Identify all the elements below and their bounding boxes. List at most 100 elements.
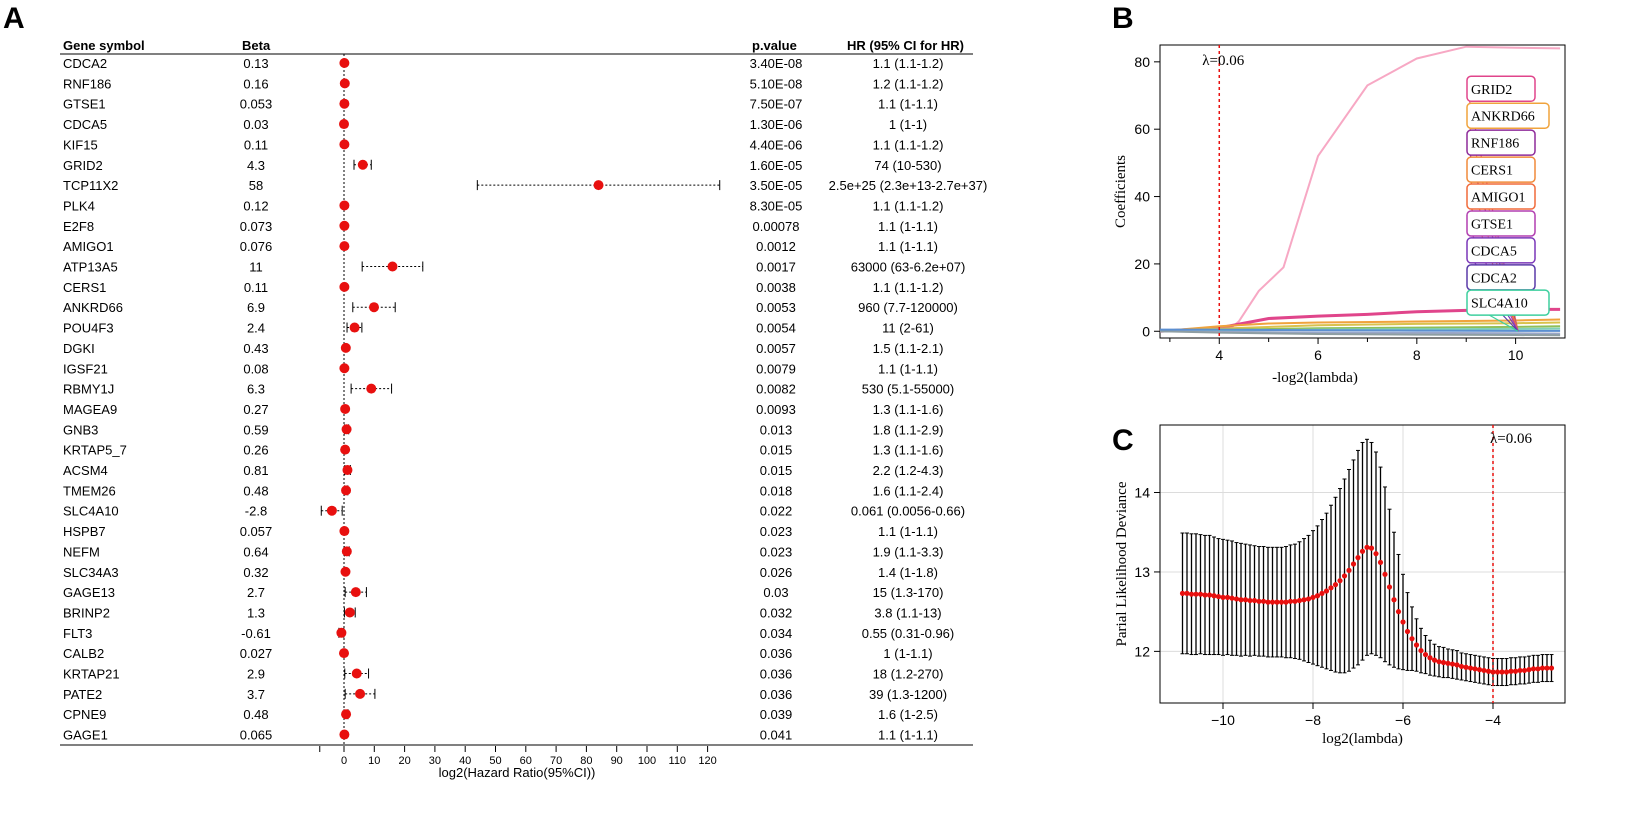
hr-point [336, 627, 347, 638]
forest-row: NEFM 0.64 0.023 1.9 (1.1-3.3) [63, 544, 943, 559]
beta-value: 0.13 [243, 56, 268, 71]
forest-row: GAGE13 2.7 0.03 15 (1.3-170) [63, 585, 943, 600]
deviance-point [1323, 588, 1330, 594]
hr-value: 1 (1-1) [889, 117, 927, 132]
p-value: 0.036 [760, 687, 793, 702]
deviance-point [1265, 599, 1271, 605]
deviance-point [1233, 596, 1240, 602]
hr-value: 1.6 (1.1-2.4) [873, 483, 944, 498]
deviance-point [1436, 659, 1442, 665]
forest-row: BRINP2 1.3 0.032 3.8 (1.1-13) [63, 605, 942, 620]
y-tick-label: 60 [1134, 121, 1150, 137]
deviance-point [1382, 571, 1388, 577]
hr-value: 1.5 (1.1-2.1) [873, 341, 944, 356]
deviance-point [1521, 667, 1528, 674]
p-value: 0.018 [760, 483, 793, 498]
gene-label-text: RNF186 [1471, 137, 1519, 152]
deviance-point [1476, 667, 1483, 673]
deviance-point [1328, 585, 1334, 591]
hr-point [342, 465, 353, 475]
deviance-point [1499, 669, 1505, 675]
p-value: 0.0079 [756, 361, 796, 376]
gene-label: GRID2 [63, 158, 103, 173]
deviance-point [1337, 578, 1343, 584]
deviance-point [1220, 594, 1226, 600]
hr-point [387, 261, 398, 272]
deviance-point [1431, 657, 1438, 663]
deviance-point [1418, 647, 1424, 654]
hr-point [339, 281, 350, 292]
hr-point [339, 729, 350, 740]
p-value: 0.036 [760, 667, 793, 682]
gene-label: E2F8 [63, 219, 94, 234]
deviance-point [1256, 598, 1262, 604]
gene-label-text: SLC4A10 [1471, 297, 1528, 312]
hr-point [339, 200, 350, 211]
beta-value: 0.64 [243, 544, 268, 559]
deviance-point [1427, 655, 1433, 661]
gene-label: TCP11X2 [63, 178, 118, 193]
p-value: 0.0057 [756, 341, 796, 356]
p-value: 0.015 [760, 463, 793, 478]
hr-value: 1.1 (1-1.1) [878, 239, 938, 254]
hr-value: 1.1 (1.1-1.2) [873, 137, 944, 152]
beta-value: 0.057 [240, 524, 273, 539]
x-tick-label: 120 [698, 755, 716, 767]
gene-label-box [1466, 289, 1550, 316]
gene-label: RBMY1J [63, 382, 114, 397]
hr-value: 1.1 (1-1.1) [878, 728, 938, 743]
beta-value: 0.16 [243, 76, 268, 91]
x-tick-label: 8 [1413, 347, 1421, 363]
p-value: 7.50E-07 [750, 97, 803, 112]
hr-value: 1.1 (1.1-1.2) [873, 198, 944, 213]
hr-value: 1.1 (1.1-1.2) [873, 56, 944, 71]
beta-value: 2.4 [247, 321, 265, 336]
p-value: 0.0054 [756, 321, 796, 336]
deviance-point [1188, 591, 1195, 597]
gene-label: FLT3 [63, 626, 92, 641]
gene-label: ATP13A5 [63, 260, 118, 275]
hr-point [326, 505, 337, 516]
hr-point [344, 607, 355, 618]
gene-label-box [1466, 237, 1536, 264]
deviance-point [1346, 567, 1352, 573]
hr-value: 1.1 (1-1.1) [878, 97, 938, 112]
hr-value: 1.2 (1.1-1.2) [873, 76, 944, 91]
p-value: 1.30E-06 [750, 117, 803, 132]
deviance-point [1454, 662, 1460, 668]
p-value: 0.0082 [756, 382, 796, 397]
deviance-point [1395, 609, 1402, 615]
x-tick-label: 10 [1508, 347, 1524, 363]
column-header-gene: Gene symbol [63, 38, 145, 53]
deviance-point [1215, 593, 1222, 600]
x-axis-label: -log2(lambda) [1272, 370, 1358, 386]
deviance-point [1508, 668, 1514, 674]
p-value: 0.00078 [753, 219, 800, 234]
deviance-point [1211, 593, 1217, 599]
gene-label: RNF186 [63, 76, 111, 91]
gene-label: ANKRD66 [63, 300, 123, 315]
forest-row: SLC34A3 0.32 0.026 1.4 (1-1.8) [63, 565, 938, 580]
deviance-point [1485, 668, 1492, 674]
hr-value: 1.4 (1-1.8) [878, 565, 938, 580]
deviance-point [1368, 545, 1375, 551]
gene-label: CPNE9 [63, 707, 106, 722]
deviance-point [1449, 661, 1456, 667]
deviance-point [1206, 592, 1213, 598]
hr-point [340, 566, 351, 577]
lambda-annotation: λ=0.06 [1490, 431, 1532, 447]
forest-row: ACSM4 0.81 0.015 2.2 (1.2-4.3) [63, 463, 943, 478]
hr-point [339, 58, 350, 68]
beta-value: 0.03 [243, 117, 268, 132]
beta-value: 0.43 [243, 341, 268, 356]
deviance-point [1283, 599, 1289, 605]
y-axis-label: Parial Likelihood Deviance [1114, 481, 1130, 646]
beta-value: 0.11 [244, 280, 268, 295]
hr-value: 1.3 (1.1-1.6) [873, 402, 944, 417]
p-value: 3.40E-08 [750, 56, 803, 71]
deviance-point [1229, 595, 1235, 601]
deviance-point [1301, 597, 1307, 603]
forest-row: RNF186 0.16 5.10E-08 1.2 (1.1-1.2) [63, 76, 943, 91]
beta-value: 58 [249, 178, 263, 193]
gene-label-text: AMIGO1 [1471, 191, 1525, 206]
